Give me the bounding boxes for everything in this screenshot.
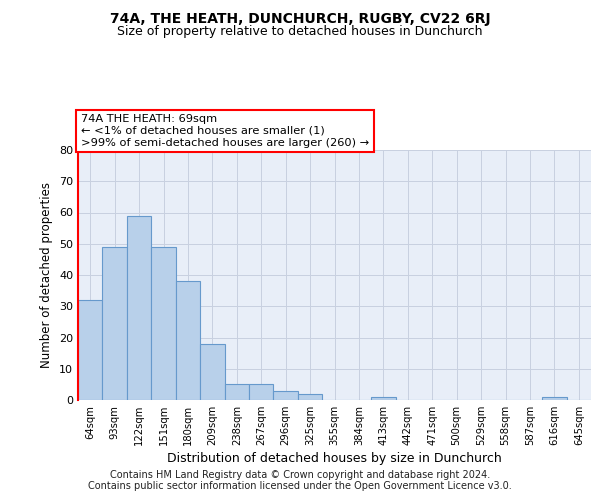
Bar	[176, 281, 200, 400]
Bar	[103, 247, 127, 400]
Bar	[224, 384, 249, 400]
Bar	[127, 216, 151, 400]
Text: 74A, THE HEATH, DUNCHURCH, RUGBY, CV22 6RJ: 74A, THE HEATH, DUNCHURCH, RUGBY, CV22 6…	[110, 12, 490, 26]
Bar	[274, 390, 298, 400]
Bar	[371, 397, 395, 400]
Bar	[249, 384, 274, 400]
Bar	[542, 397, 566, 400]
Bar	[298, 394, 322, 400]
Text: Contains public sector information licensed under the Open Government Licence v3: Contains public sector information licen…	[88, 481, 512, 491]
Y-axis label: Number of detached properties: Number of detached properties	[40, 182, 53, 368]
Text: Size of property relative to detached houses in Dunchurch: Size of property relative to detached ho…	[117, 25, 483, 38]
Text: Contains HM Land Registry data © Crown copyright and database right 2024.: Contains HM Land Registry data © Crown c…	[110, 470, 490, 480]
Bar	[200, 344, 224, 400]
Text: 74A THE HEATH: 69sqm
← <1% of detached houses are smaller (1)
>99% of semi-detac: 74A THE HEATH: 69sqm ← <1% of detached h…	[81, 114, 369, 148]
Bar	[78, 300, 103, 400]
X-axis label: Distribution of detached houses by size in Dunchurch: Distribution of detached houses by size …	[167, 452, 502, 465]
Bar	[151, 247, 176, 400]
